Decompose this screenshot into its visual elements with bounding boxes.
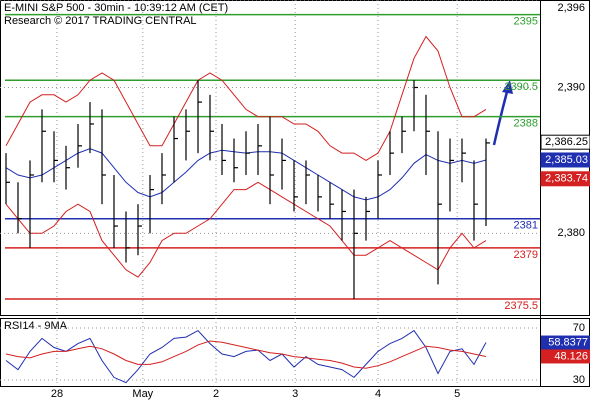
y-tick-label: 30 — [573, 374, 585, 386]
rsi-line — [5, 340, 487, 369]
price-marker-label: 2,386.25 — [545, 136, 588, 148]
price-marker-label: 2,383.74 — [545, 173, 588, 185]
rsi-line — [5, 329, 487, 384]
price-marker — [540, 171, 590, 187]
rsi-title: RSI14 - 9MA — [4, 320, 68, 332]
x-tick-label: 28 — [51, 388, 63, 400]
x-tick-label: 3 — [292, 388, 298, 400]
level-label: 2381 — [514, 220, 538, 232]
level-label: 2395 — [514, 15, 538, 27]
x-tick-label: 5 — [454, 388, 460, 400]
level-label: 2379 — [514, 249, 538, 261]
y-tick-label: 70 — [573, 322, 585, 334]
y-tick-label: 2,396 — [557, 2, 585, 14]
x-tick-label: 4 — [375, 388, 381, 400]
y-tick-label: 2,390 — [557, 81, 585, 93]
x-tick-label: May — [132, 388, 153, 400]
value-marker-label: 58.8377 — [548, 336, 588, 348]
value-marker — [541, 349, 590, 364]
level-label: 2375.5 — [504, 300, 538, 312]
price-marker — [540, 152, 590, 168]
price-marker-label: 2,385.03 — [545, 154, 588, 166]
level-label: 2388 — [514, 118, 538, 130]
value-marker-label: 48.126 — [554, 350, 588, 362]
bollinger-band — [5, 35, 487, 161]
chart-title: E-MINI S&P 500 - 30min - 10:39:12 AM (CE… — [4, 2, 228, 14]
value-marker — [541, 335, 590, 350]
rsi-panel — [0, 318, 590, 387]
x-tick-label: 2 — [213, 388, 219, 400]
chart-subtitle: Research © 2017 TRADING CENTRAL — [4, 15, 197, 27]
bollinger-band — [5, 181, 487, 278]
y-tick-label: 2,380 — [557, 227, 585, 239]
price-marker — [540, 134, 590, 150]
level-label: 2390.5 — [504, 81, 538, 93]
